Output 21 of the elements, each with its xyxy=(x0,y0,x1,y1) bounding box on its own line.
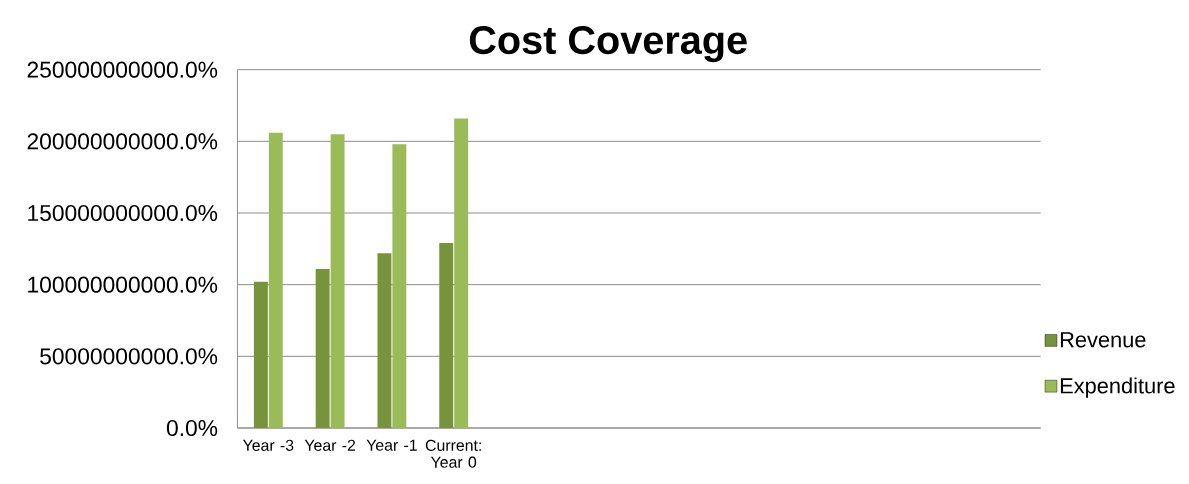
y-tick-label: 150000000000.0% xyxy=(28,205,218,222)
bar xyxy=(377,253,392,429)
y-tick-label: 200000000000.0% xyxy=(27,133,218,150)
bar xyxy=(268,132,283,429)
y-tick-label: 0.0% xyxy=(166,420,218,437)
chart-title: Cost Coverage xyxy=(469,26,747,63)
bar xyxy=(392,144,407,429)
x-tick-label: Year -2 xyxy=(304,439,356,452)
y-tick-label: 250000000000.0% xyxy=(27,61,218,78)
legend-label: Revenue xyxy=(1060,332,1146,348)
bar xyxy=(439,243,454,429)
bar xyxy=(330,134,345,429)
y-tick-label: 100000000000.0% xyxy=(28,276,218,293)
x-tick-label: Current: Year 0 xyxy=(425,439,481,468)
x-tick-label: Year -3 xyxy=(242,439,294,452)
bar xyxy=(315,269,330,429)
bar xyxy=(454,118,469,429)
x-tick-label: Year -1 xyxy=(366,439,417,451)
y-tick-label: 50000000000.0% xyxy=(40,348,218,365)
legend-label: Expenditure xyxy=(1060,377,1175,398)
bar xyxy=(253,281,268,429)
